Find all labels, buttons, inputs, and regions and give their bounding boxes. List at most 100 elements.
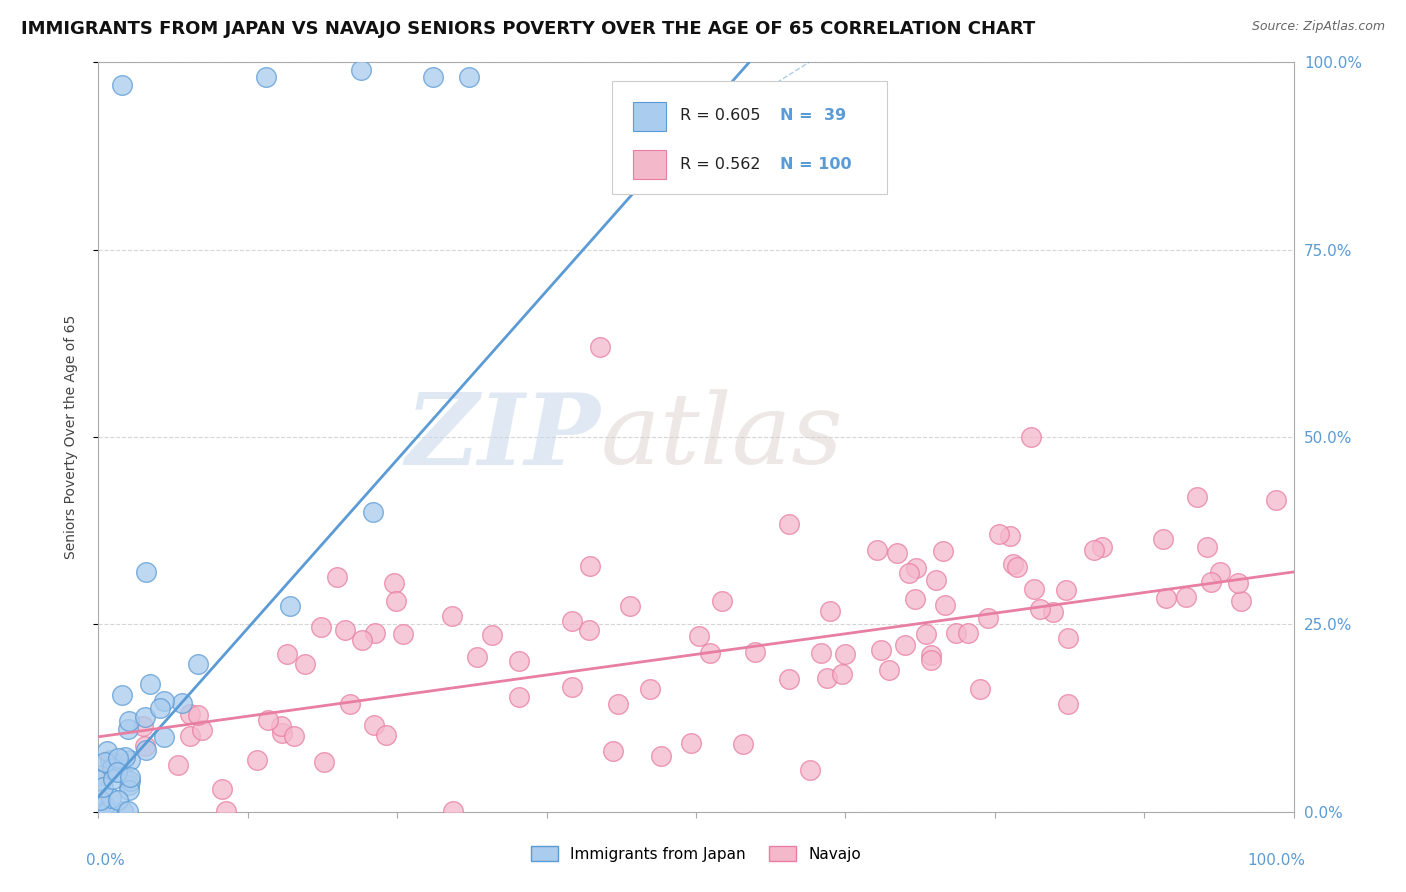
Point — [976, 610, 998, 624]
Point — [93, 755, 115, 769]
Point — [375, 728, 398, 742]
Point — [589, 340, 612, 354]
Point — [602, 744, 624, 758]
Point — [103, 756, 125, 771]
Point — [650, 748, 672, 763]
Point — [391, 626, 413, 640]
Point — [187, 708, 209, 723]
Point — [1083, 543, 1105, 558]
Point — [111, 78, 134, 92]
Point — [905, 560, 928, 574]
Point — [681, 736, 703, 750]
Point — [931, 543, 953, 558]
Point — [132, 718, 155, 732]
Text: IMMIGRANTS FROM JAPAN VS NAVAJO SENIORS POVERTY OVER THE AGE OF 65 CORRELATION C: IMMIGRANTS FROM JAPAN VS NAVAJO SENIORS … — [21, 20, 1035, 37]
Point — [363, 718, 385, 732]
Point — [117, 804, 139, 818]
Point — [458, 70, 481, 85]
Point — [1227, 576, 1250, 591]
Point — [167, 758, 190, 772]
Point — [945, 626, 967, 640]
Point — [139, 677, 162, 691]
Point — [118, 770, 141, 784]
Point — [101, 772, 124, 786]
Point — [1199, 574, 1222, 589]
Point — [920, 653, 942, 667]
Point — [1265, 493, 1288, 508]
FancyBboxPatch shape — [633, 150, 666, 178]
Point — [1056, 631, 1078, 645]
Point — [733, 737, 755, 751]
Point — [153, 730, 176, 744]
Point — [91, 780, 114, 795]
Point — [254, 70, 277, 85]
Point — [89, 768, 111, 782]
Point — [309, 620, 332, 634]
Point — [1001, 557, 1024, 571]
Point — [294, 657, 316, 671]
Point — [112, 804, 135, 818]
Point — [988, 526, 1011, 541]
Point — [886, 546, 908, 560]
Point — [100, 761, 122, 775]
Point — [1091, 540, 1114, 554]
Point — [361, 505, 384, 519]
Point — [1042, 605, 1064, 619]
Text: R = 0.605: R = 0.605 — [681, 108, 761, 123]
Point — [135, 565, 157, 579]
Point — [89, 804, 111, 818]
Point — [118, 783, 141, 797]
Point — [134, 710, 156, 724]
Point — [117, 779, 139, 793]
Point — [172, 696, 194, 710]
Point — [619, 599, 641, 613]
Point — [350, 633, 373, 648]
Point — [956, 626, 979, 640]
Point — [579, 559, 602, 574]
Point — [879, 663, 901, 677]
Text: R = 0.562: R = 0.562 — [681, 157, 761, 172]
Point — [699, 646, 721, 660]
Point — [179, 729, 201, 743]
Point — [638, 681, 661, 696]
Point — [1019, 430, 1042, 444]
Point — [998, 529, 1021, 543]
Point — [778, 517, 800, 532]
Legend: Immigrants from Japan, Navajo: Immigrants from Japan, Navajo — [524, 839, 868, 868]
Point — [831, 667, 853, 681]
Point — [107, 751, 129, 765]
Point — [778, 672, 800, 686]
Text: 100.0%: 100.0% — [1247, 853, 1306, 868]
Text: Source: ZipAtlas.com: Source: ZipAtlas.com — [1251, 20, 1385, 33]
Point — [1175, 591, 1198, 605]
Point — [810, 646, 832, 660]
Point — [1022, 582, 1045, 597]
FancyBboxPatch shape — [613, 81, 887, 194]
Text: 0.0%: 0.0% — [87, 853, 125, 868]
Point — [271, 726, 294, 740]
Point — [246, 753, 269, 767]
Point — [257, 713, 280, 727]
Point — [815, 671, 838, 685]
Point — [270, 718, 292, 732]
Point — [898, 566, 921, 581]
Point — [607, 698, 630, 712]
Point — [465, 649, 488, 664]
Point — [561, 615, 583, 629]
Point — [894, 639, 917, 653]
Point — [799, 763, 821, 777]
Point — [561, 681, 583, 695]
Point — [1029, 602, 1052, 616]
Point — [211, 782, 233, 797]
Point — [578, 624, 600, 638]
Point — [107, 793, 129, 807]
Point — [96, 804, 118, 818]
Point — [179, 707, 201, 722]
Point — [118, 714, 141, 728]
Point — [1208, 565, 1230, 579]
Text: atlas: atlas — [600, 390, 844, 484]
Point — [1054, 582, 1077, 597]
Point — [214, 804, 236, 818]
Point — [326, 570, 349, 584]
Point — [111, 688, 134, 702]
